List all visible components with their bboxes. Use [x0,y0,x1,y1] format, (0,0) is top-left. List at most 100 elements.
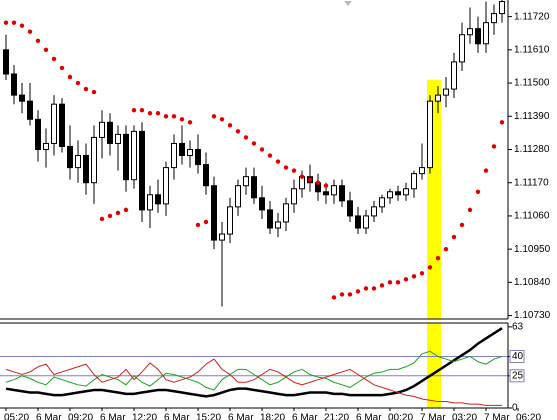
x-tick-label: 7 Mar [420,413,446,420]
candle-body [419,167,425,175]
candle-body [283,203,289,223]
sar-dot [291,168,297,173]
sar-dot [131,108,137,113]
sar-dot [179,117,185,122]
x-tick-label: 18:20 [260,413,285,420]
sar-dot [251,141,257,146]
candle-body [259,197,265,211]
y-tick-label: 1.11280 [514,144,550,155]
sar-dot [99,216,105,222]
candle-body [179,142,185,157]
candle-body [443,88,449,96]
candle-body [123,133,129,181]
candle-body [371,206,377,217]
sar-dot [195,222,201,228]
level-label-box [509,369,525,383]
candle-body [139,130,145,211]
x-tick-label: 6 Mar [292,413,318,420]
level-label-box [509,349,525,363]
y-tick-label: 1.11500 [514,78,550,89]
candle-body [219,233,225,241]
y-tick-label: 25 [512,370,524,381]
sar-dot [403,277,409,282]
candle-body [355,215,361,229]
sar-dot [379,283,385,288]
sar-dot [27,29,33,34]
candle-body [435,94,441,102]
candle-body [27,100,33,120]
candle-body [363,215,369,229]
sar-dot [299,174,305,179]
y-tick-label: 0 [512,403,518,414]
candle-body [195,148,201,166]
sar-dot [139,108,145,113]
candle-body [187,148,193,157]
indicator-line [5,358,502,406]
candle-body [67,145,73,169]
x-tick-label: 15:20 [196,413,221,420]
candle-body [35,118,41,150]
sar-dot [467,207,473,213]
sar-dot [11,20,17,25]
sar-dot [347,292,353,297]
y-tick-label: 1.11610 [514,44,550,55]
candle-body [379,197,385,208]
x-tick-label: 09:20 [68,413,93,420]
candle-body [339,185,345,202]
candle-body [131,130,137,181]
sar-dot [443,246,449,252]
sar-dot [259,147,265,152]
y-tick-label: 1.10840 [514,277,551,288]
candle-body [171,142,177,169]
candle-body [483,22,489,45]
sar-dot [435,256,441,261]
sar-dot [307,177,313,182]
sar-dot [107,213,113,219]
sar-dot [483,168,489,173]
sar-dot [491,144,497,149]
sar-dot [155,111,161,116]
candle-body [107,121,113,144]
sar-dot [275,159,281,164]
candle-body [251,176,257,199]
candle-body [467,28,473,36]
x-tick-label: 21:20 [324,413,349,420]
sar-dot [83,86,89,92]
candle-body [99,121,105,138]
candle-body [203,164,209,187]
x-tick-label: 03:20 [452,413,477,420]
sar-dot [3,20,9,25]
highlight [427,323,441,408]
candle-body [475,28,481,45]
candle-body [75,155,81,169]
x-tick-label: 7 Mar [484,413,510,420]
shift-marker [344,1,352,6]
sar-dot [163,114,169,119]
candle-body [163,167,169,205]
x-tick-label: 6 Mar [36,413,62,420]
candle-body [227,206,233,235]
sar-dot [427,265,433,270]
y-tick-label: 63 [512,322,524,333]
sar-dot [331,295,337,300]
candle-body [459,34,465,63]
sar-dot [475,189,481,194]
y-tick-label: 1.10950 [514,244,551,255]
x-tick-label: 6 Mar [164,413,190,420]
candle-body [3,49,9,75]
y-tick-label: 1.10730 [514,310,551,321]
sar-dot [371,286,377,291]
sar-dot [43,47,49,53]
y-tick-label: 1.11170 [514,177,549,188]
sar-dot [323,183,329,188]
candle-body [427,100,433,169]
candle-body [387,191,393,199]
candle-body [323,191,329,196]
sar-dot [147,111,153,116]
sar-dot [339,292,345,297]
candle-body [291,188,297,205]
candle-body [403,188,409,196]
sar-dot [211,114,217,119]
